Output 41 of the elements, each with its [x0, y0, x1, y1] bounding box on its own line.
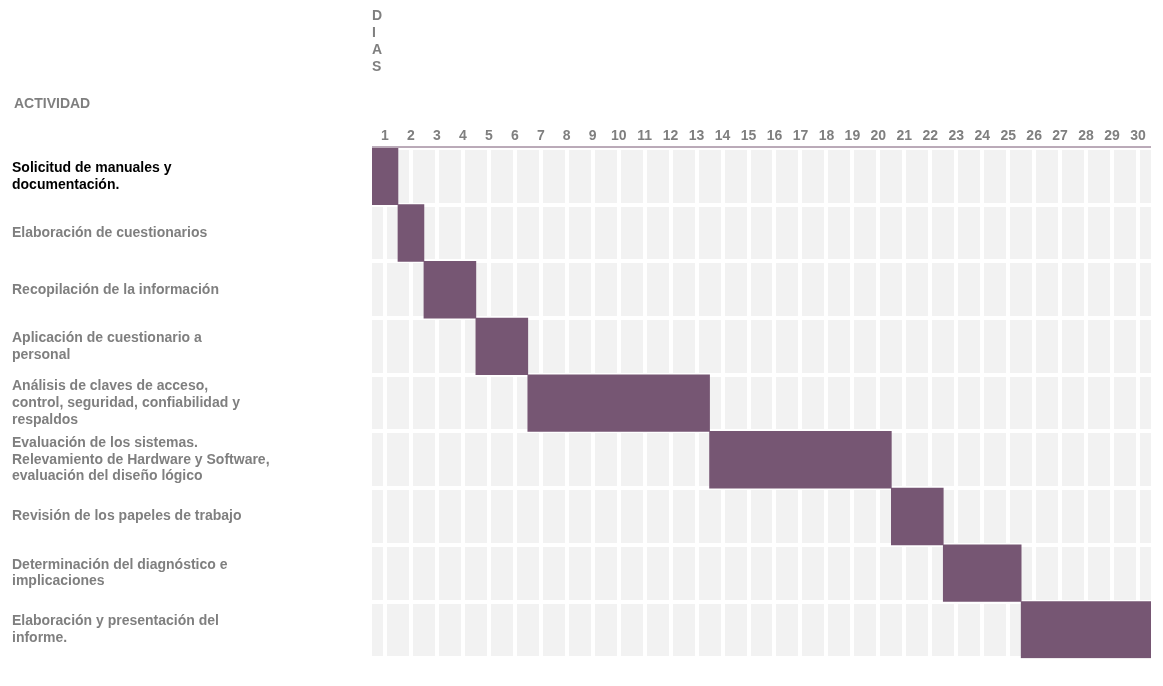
x-tick-label: 29	[1104, 127, 1121, 144]
x-tick-label: 28	[1078, 127, 1095, 144]
x-tick-label: 26	[1026, 127, 1043, 144]
x-tick-label: 16	[766, 127, 783, 144]
x-tick-label: 14	[714, 127, 731, 144]
x-tick-label: 20	[870, 127, 887, 144]
y-tick-label: Solicitud de manuales y documentación.	[12, 158, 172, 192]
x-tick-label: 24	[974, 127, 991, 144]
y-tick-label: Revisión de los papeles de trabajo	[12, 507, 242, 524]
x-tick-label: 8	[562, 127, 571, 144]
x-tick-label: 11	[637, 127, 653, 144]
x-tick-label: 25	[1000, 127, 1017, 144]
x-tick-label: 9	[588, 127, 597, 144]
x-tick-label: 18	[818, 127, 835, 144]
x-tick-label: 1	[381, 127, 390, 144]
y-tick-label: Elaboración de cuestionarios	[12, 223, 208, 240]
y-tick-label: Aplicación de cuestionario a personal	[12, 328, 203, 362]
x-tick-label: 23	[948, 127, 965, 144]
y-tick-label: Evaluación de los sistemas. Relevamiento de Hardware y Software, evaluación del diseño lógico	[12, 433, 270, 484]
x-tick-label: 5	[484, 127, 493, 144]
x-tick-label: 30	[1130, 127, 1147, 144]
x-tick-label: 15	[740, 127, 757, 144]
y-tick-label: Determinación del diagnóstico e implicaciones	[12, 555, 228, 589]
x-tick-label: 7	[536, 127, 545, 144]
x-tick-label: 17	[792, 127, 809, 144]
x-axis-title: DIAS	[372, 7, 383, 74]
x-tick-label: 22	[922, 127, 939, 144]
x-tick-label: 27	[1052, 127, 1069, 144]
y-axis-title: ACTIVIDAD	[14, 94, 91, 111]
x-tick-label: 21	[896, 127, 913, 144]
y-tick-label: Elaboración y presentación del informe.	[12, 612, 219, 646]
y-tick-label: Recopilación de la información	[12, 280, 219, 297]
x-tick-label: 4	[458, 127, 467, 144]
x-tick-label: 10	[610, 127, 627, 144]
y-tick-label: Análisis de claves de acceso, control, seguridad, confiabilidad y respaldos	[12, 377, 241, 427]
x-tick-label: 2	[407, 127, 416, 144]
x-tick-label: 12	[662, 127, 679, 144]
x-tick-label: 19	[844, 127, 861, 144]
x-tick-label: 6	[510, 127, 519, 144]
x-tick-label: 3	[433, 127, 442, 144]
x-tick-label: 13	[688, 127, 705, 144]
